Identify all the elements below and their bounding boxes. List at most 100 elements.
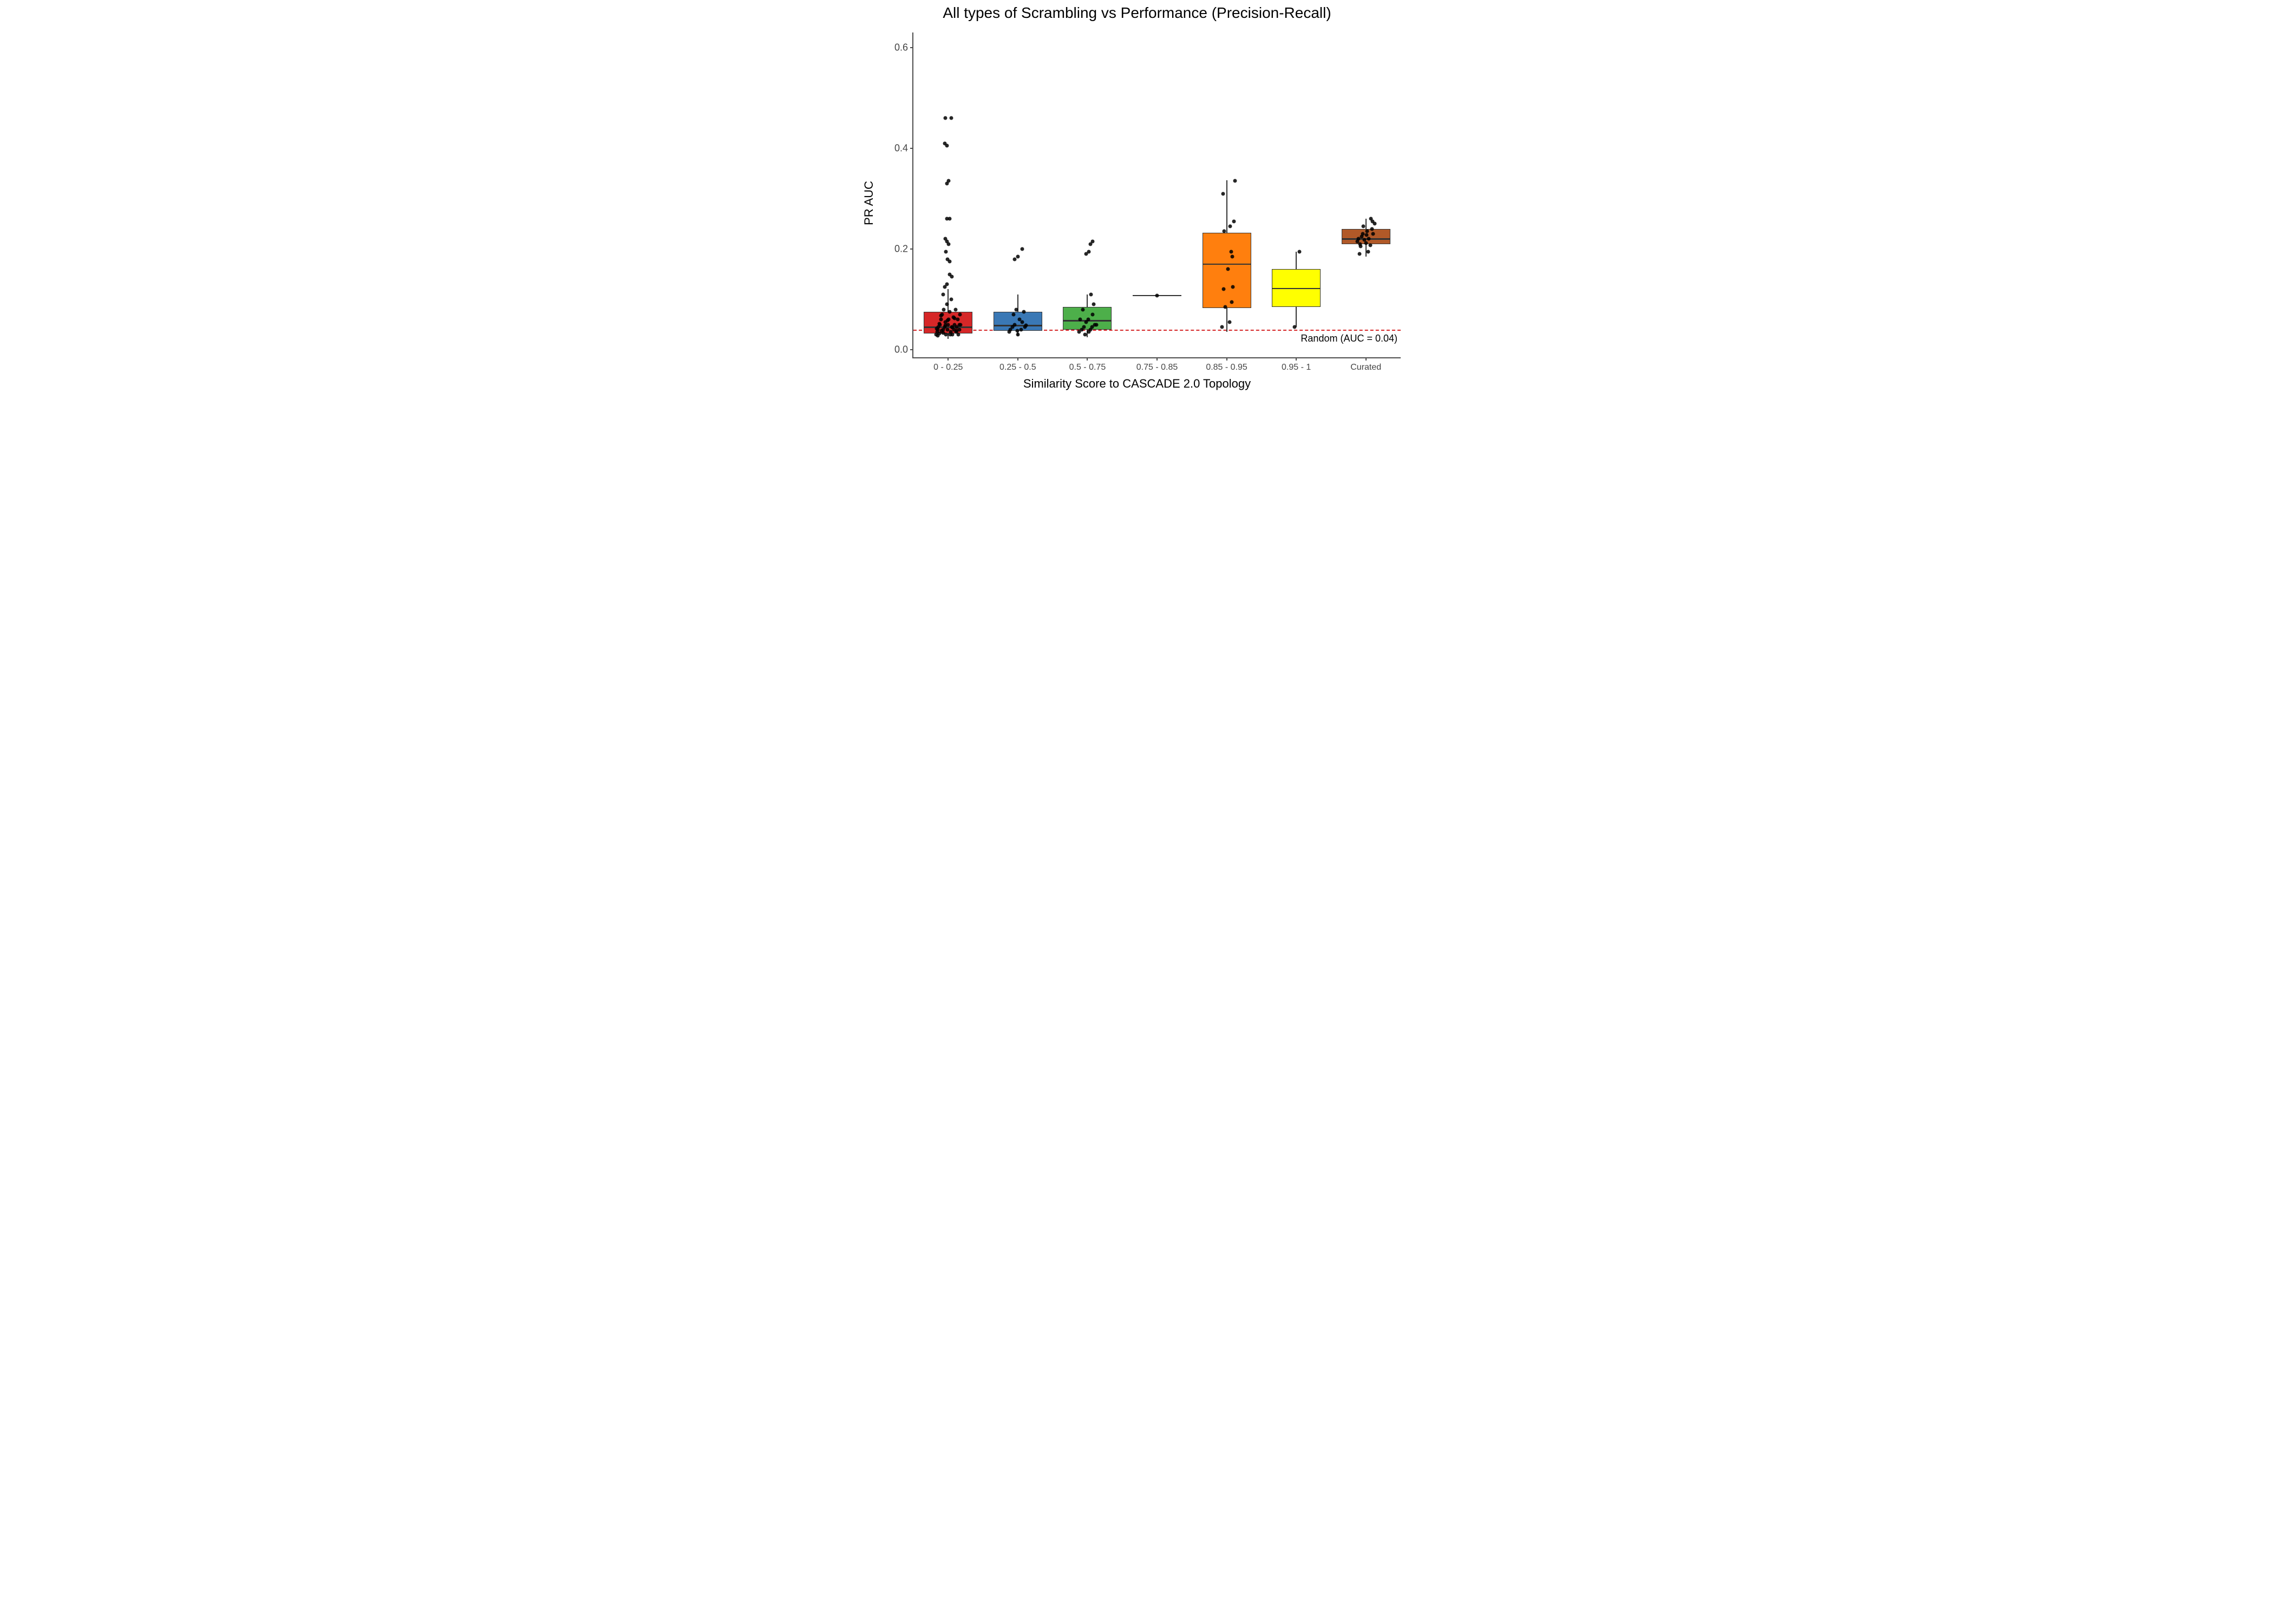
data-point [947,242,951,246]
whisker-lower [1296,307,1297,327]
x-tick-mark [1017,357,1018,361]
data-point [944,250,948,253]
data-point [948,333,952,337]
x-tick-label: 0 - 0.25 [933,363,963,372]
data-point [1368,243,1372,247]
x-tick-mark [948,357,949,361]
data-point [1078,318,1082,322]
whisker-upper [1296,252,1297,270]
x-tick-mark [1226,357,1227,361]
data-point [1094,323,1098,326]
data-point [936,334,939,338]
data-point [953,307,957,311]
data-point [1367,250,1370,253]
y-tick-label: 0.6 [886,42,908,53]
data-point [1367,237,1371,241]
data-point [953,317,957,320]
data-point [947,179,951,183]
data-point [944,333,948,337]
data-point [1364,241,1368,245]
data-point [943,116,947,120]
x-tick-label: 0.5 - 0.75 [1069,363,1106,372]
whisker-upper [1226,180,1227,233]
data-point [1297,250,1301,253]
data-point [1227,320,1231,324]
box [994,312,1042,330]
data-point [1155,293,1159,297]
data-point [1087,250,1091,253]
data-point [1015,307,1018,311]
x-axis-label: Similarity Score to CASCADE 2.0 Topology [853,377,1421,391]
y-axis-label: PR AUC [862,181,876,225]
data-point [1086,318,1090,322]
data-point [1370,227,1374,231]
chart-title: All types of Scrambling vs Performance (… [853,4,1421,22]
data-point [1364,233,1368,237]
whisker-upper [1087,294,1088,307]
data-point [950,326,954,330]
data-point [1015,329,1019,332]
data-point [1229,250,1233,253]
data-point [1371,232,1375,236]
data-point [1022,310,1025,314]
data-point [942,307,946,311]
data-point [1013,323,1017,326]
data-point [1357,252,1361,256]
data-point [1233,179,1237,183]
data-point [950,275,953,279]
data-point [1221,192,1225,195]
x-tick-label: 0.85 - 0.95 [1206,363,1247,372]
data-point [1223,305,1227,309]
data-point [1362,225,1365,228]
data-point [941,328,945,331]
data-point [1083,333,1087,337]
data-point [955,329,959,332]
data-point [1020,320,1024,324]
data-point [949,298,953,302]
data-point [957,333,960,337]
y-tick-label: 0.4 [886,142,908,154]
chart-container: All types of Scrambling vs Performance (… [853,0,1421,406]
x-tick-label: Curated [1350,363,1381,372]
data-point [1023,325,1027,329]
data-point [957,323,961,326]
x-tick-mark [1087,357,1088,361]
data-point [1231,254,1234,258]
data-point [1082,325,1086,329]
data-point [1016,254,1020,258]
data-point [946,319,950,323]
data-point [1230,300,1234,304]
box-median [1203,264,1251,265]
data-point [1016,333,1020,337]
y-tick-mark [910,248,913,250]
data-point [1369,217,1373,221]
data-point [1293,325,1297,329]
data-point [1231,285,1235,289]
data-point [1091,312,1095,316]
reference-line [913,330,1401,331]
data-point [935,326,938,330]
box-median [994,325,1042,326]
data-point [945,283,949,286]
data-point [1020,328,1023,331]
data-point [948,310,951,314]
data-point [1220,325,1224,329]
data-point [941,292,945,296]
data-point [1232,219,1236,223]
data-point [958,312,962,316]
data-point [1011,312,1015,316]
x-tick-label: 0.95 - 1 [1282,363,1311,372]
x-tick-mark [1365,357,1367,361]
data-point [945,303,949,306]
data-point [1222,287,1226,291]
data-point [1020,247,1024,251]
data-point [1226,267,1230,271]
data-point [1091,240,1095,244]
whisker-upper [948,289,949,312]
data-point [939,313,943,317]
y-tick-mark [910,47,913,48]
data-point [1229,225,1232,228]
data-point [1090,325,1094,329]
data-point [948,260,951,264]
data-point [943,237,947,241]
